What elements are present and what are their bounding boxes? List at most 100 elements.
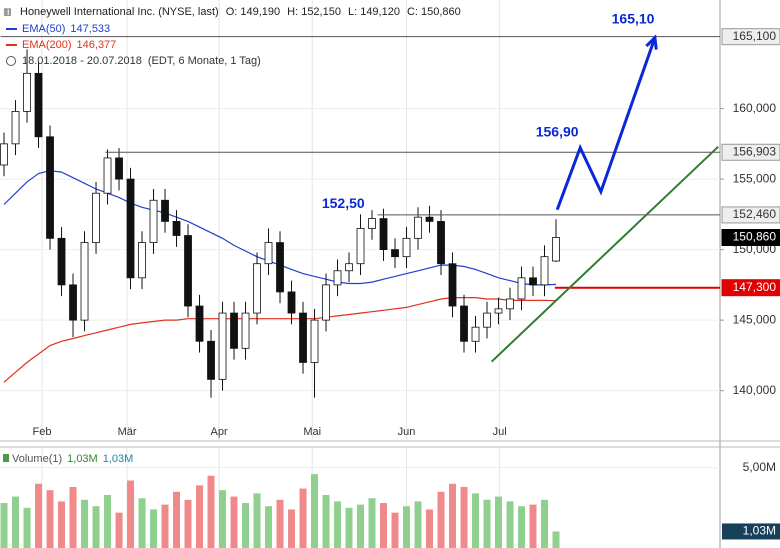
candle-body: [322, 284, 330, 321]
x-tick-label: Mär: [118, 426, 137, 438]
legend-value: 147,533: [70, 23, 110, 35]
candle-body: [161, 199, 169, 222]
candle-body: [529, 277, 537, 286]
volume-bar: [12, 496, 20, 548]
volume-bar: [58, 501, 66, 548]
candle-body: [138, 242, 146, 279]
volume-bar: [265, 506, 273, 548]
volume-bar: [483, 499, 491, 548]
candle-body: [253, 263, 261, 314]
level-box: [721, 206, 780, 224]
date-text: 18.01.2018 - 20.07.2018: [22, 55, 142, 67]
x-tick-label: Mai: [303, 426, 321, 438]
legend-text: 1,03M: [67, 453, 98, 465]
volume-bar: [495, 496, 503, 548]
volume-box: [722, 523, 780, 540]
volume-bar: [35, 483, 43, 548]
volume-bar: [391, 512, 399, 548]
candle-body: [46, 136, 54, 239]
volume-bar: [541, 499, 549, 548]
candle-body: [494, 308, 503, 314]
y-tick-label: 160,000: [733, 101, 777, 115]
volume-label: 1,03M: [743, 524, 776, 538]
candle-body: [57, 237, 66, 286]
header-stat: C: 150,860: [407, 6, 461, 18]
volume-bar: [368, 498, 376, 548]
candle-body: [264, 242, 273, 265]
candle-body: [276, 242, 284, 293]
level-box: [721, 143, 780, 161]
legend-name: EMA(200): [22, 39, 72, 51]
candle-body: [425, 216, 434, 222]
volume-bar: [219, 490, 227, 548]
volume-bar: [230, 496, 238, 548]
volume-icon: [3, 454, 9, 462]
x-tick-label: Jun: [398, 426, 416, 438]
annotation: 165,10: [612, 10, 655, 26]
period-text: (EDT, 6 Monate, 1 Tag): [148, 55, 261, 67]
y-tick-label: 155,000: [733, 171, 777, 185]
candle-body: [379, 218, 388, 251]
candle-body: [92, 192, 100, 243]
arrow-head: [645, 34, 658, 50]
candle-body: [448, 263, 457, 307]
candle-body: [207, 340, 215, 380]
volume-bar: [242, 503, 250, 548]
volume-bar: [115, 512, 123, 548]
legend-entry: EMA(200) 146,377: [22, 39, 116, 51]
volume-bar: [161, 504, 169, 548]
volume-bar: [127, 480, 135, 548]
candle-body: [506, 298, 514, 310]
candle-body: [126, 178, 135, 279]
chart-title: Honeywell International Inc. (NYSE, last…: [20, 6, 219, 18]
volume-bar: [207, 475, 215, 548]
annotation: 152,50: [322, 195, 365, 211]
volume-bar: [150, 509, 158, 548]
volume-bar: [104, 494, 112, 548]
candle-body: [437, 221, 445, 265]
volume-bar: [518, 506, 526, 548]
volume-bar: [311, 474, 319, 548]
x-tick-label: Apr: [211, 426, 228, 438]
volume-bar: [138, 498, 146, 548]
volume-bar: [552, 531, 560, 548]
candle-body: [310, 319, 319, 363]
volume-bar: [403, 506, 411, 548]
candle-body: [80, 242, 89, 321]
candle-body: [368, 218, 376, 229]
header: Honeywell International Inc. (NYSE, last…: [20, 6, 461, 18]
volume-bar: [506, 501, 514, 548]
volume-bar: [92, 506, 100, 548]
candle-body: [241, 312, 250, 349]
legend-name: EMA(50): [22, 23, 65, 35]
y-tick-label: 145,000: [733, 312, 777, 326]
volume-bar: [345, 507, 353, 548]
volume-bar: [23, 507, 31, 548]
header-icon: ▥: [3, 6, 12, 16]
volume-bar: [288, 509, 296, 548]
level-label: 156,903: [733, 144, 777, 158]
y-tick-label: 140,000: [733, 383, 777, 397]
volume-bar: [322, 494, 330, 548]
level-label: 150,860: [733, 230, 777, 244]
projection-line: [555, 37, 657, 211]
volume-bar: [299, 488, 307, 548]
candle-body: [218, 312, 227, 380]
candle-body: [103, 157, 112, 194]
volume-bar: [529, 504, 537, 548]
candle-body: [69, 284, 77, 321]
x-tick-label: Feb: [32, 426, 51, 438]
level-label: 152,460: [733, 207, 777, 221]
volume-bar: [46, 490, 54, 548]
candle-body: [184, 235, 192, 307]
candle-body: [11, 111, 20, 145]
candle-body: [0, 143, 8, 166]
volume-bar: [184, 499, 192, 548]
candle-body: [115, 157, 123, 180]
level-box: [721, 279, 780, 297]
header-stat: L: 149,120: [348, 6, 400, 18]
candle-body: [23, 72, 31, 112]
volume-bar: [414, 501, 422, 548]
legend-entry: EMA(50) 147,533: [22, 23, 110, 35]
